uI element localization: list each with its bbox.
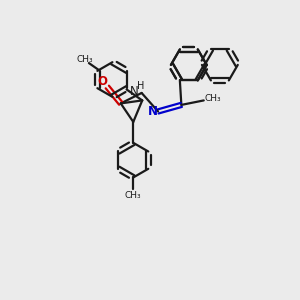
- Text: N: N: [130, 85, 139, 98]
- Text: H: H: [137, 81, 145, 91]
- Text: N: N: [148, 105, 158, 118]
- Text: CH₃: CH₃: [125, 191, 142, 200]
- Text: CH₃: CH₃: [76, 55, 93, 64]
- Text: CH₃: CH₃: [205, 94, 222, 103]
- Text: O: O: [97, 75, 107, 88]
